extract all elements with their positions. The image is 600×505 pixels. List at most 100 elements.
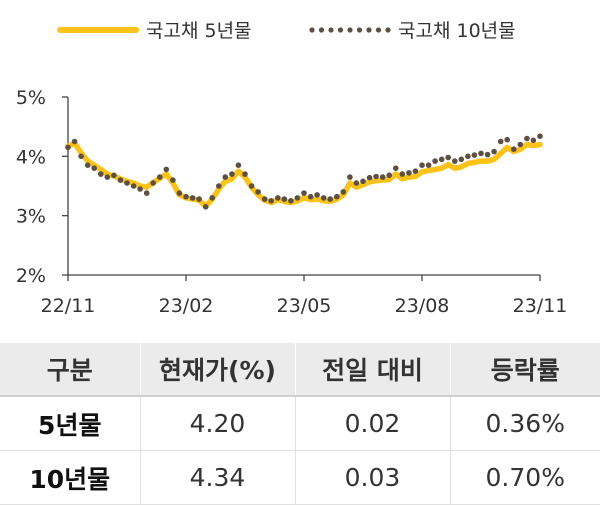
series-point-10y (235, 162, 242, 168)
series-point-10y (150, 180, 156, 186)
series-point-10y (117, 177, 124, 183)
row-label: 10년물 (0, 450, 140, 505)
series-point-10y (170, 177, 176, 183)
x-tick-label: 23/02 (159, 295, 214, 317)
series-line-5y (65, 140, 543, 209)
series-point-10y (307, 193, 314, 200)
series-point-10y (196, 196, 202, 202)
series-point-10y (84, 162, 91, 168)
series-point-10y (209, 195, 215, 201)
series-point-10y (65, 144, 71, 151)
series-point-10y (445, 154, 452, 161)
y-tick-label: 2% (16, 265, 46, 287)
series-point-10y (222, 174, 229, 180)
series-point-10y (137, 186, 143, 192)
legend-dot (375, 27, 382, 33)
series-point-10y (406, 170, 412, 176)
series-point-10y (91, 165, 97, 171)
series-point-10y (537, 133, 543, 139)
x-axis-ticks: 22/11 23/02 23/05 23/08 23/11 (41, 275, 568, 317)
series-point-10y (452, 158, 458, 164)
legend-label-10y: 국고채 10년물 (398, 20, 516, 42)
y-tick-label: 5% (16, 87, 46, 109)
series-point-10y (373, 173, 379, 180)
series-point-10y (183, 193, 189, 200)
y-tick-label: 3% (16, 206, 46, 228)
series-point-10y (347, 174, 353, 180)
change-cell: 0.02 (294, 396, 450, 451)
table-row: 5년물 4.20 0.02 0.36% (0, 396, 600, 451)
yield-summary-table: 구분 현재가(%) 전일 대비 등락률 5년물 4.20 0.02 0.36% … (0, 343, 600, 505)
series-point-10y (98, 171, 104, 177)
series-10y (65, 133, 543, 210)
legend-dot (347, 27, 353, 33)
series-point-10y (524, 135, 530, 142)
series-point-10y (281, 196, 288, 202)
series-point-10y (268, 198, 275, 204)
current-price-cell: 4.20 (139, 396, 295, 451)
series-point-10y (379, 174, 386, 180)
series-point-10y (504, 136, 511, 143)
header-current-price: 현재가(%) (139, 343, 295, 397)
legend-dot (318, 27, 325, 33)
series-point-10y (216, 183, 222, 189)
change-rate-cell: 0.36% (449, 396, 600, 451)
yield-chart: 국고채 5년물 국고채 10년물 2% 3% 4% 5% 22/11 23/02 23/0… (16, 20, 568, 317)
series-point-10y (130, 183, 137, 189)
legend-dot (328, 27, 334, 33)
current-price-cell: 4.34 (139, 450, 295, 505)
table-header-row: 구분 현재가(%) 전일 대비 등락률 (0, 343, 600, 397)
series-point-10y (334, 193, 340, 200)
series-point-10y (78, 153, 84, 160)
series-point-10y (412, 168, 419, 174)
series-point-10y (255, 189, 261, 195)
series-point-10y (163, 166, 170, 173)
series-point-10y (393, 165, 399, 171)
series-point-10y (189, 195, 196, 201)
x-tick-label: 23/05 (277, 295, 332, 317)
change-cell: 0.03 (294, 450, 450, 505)
series-5y (65, 140, 543, 209)
series-point-10y (465, 153, 471, 160)
series-point-10y (327, 196, 334, 202)
series-point-10y (478, 150, 484, 157)
series-point-10y (202, 204, 209, 210)
legend-swatch-10y (309, 27, 391, 33)
y-axis-ticks: 2% 3% 4% 5% (16, 87, 68, 287)
series-point-10y (314, 192, 320, 198)
x-tick-label: 22/11 (41, 295, 96, 317)
series-point-10y (229, 171, 235, 177)
x-tick-label: 23/08 (395, 295, 450, 317)
legend-dot (309, 27, 315, 33)
series-point-10y (491, 148, 497, 155)
chart-legend: 국고채 5년물 국고채 10년물 (57, 20, 516, 42)
series-point-10y (386, 172, 393, 179)
x-tick-label: 23/11 (513, 295, 568, 317)
legend-dot (385, 27, 391, 33)
series-point-10y (353, 180, 360, 186)
series-point-10y (484, 151, 491, 158)
legend-dot (337, 27, 344, 33)
series-point-10y (530, 137, 537, 144)
series-point-10y (157, 174, 163, 180)
series-point-10y (248, 183, 255, 189)
series-point-10y (71, 138, 78, 145)
series-point-10y (242, 171, 248, 177)
series-point-10y (511, 146, 517, 152)
series-point-10y (294, 195, 301, 201)
header-change: 전일 대비 (294, 343, 450, 397)
legend-dot (356, 27, 363, 33)
series-point-10y (261, 196, 268, 202)
series-point-10y (458, 156, 465, 163)
table-row: 10년물 4.34 0.03 0.70% (0, 450, 600, 505)
series-point-10y (471, 152, 478, 158)
chart-svg: 국고채 5년물 국고채 10년물 2% 3% 4% 5% 22/11 23/02 23/0… (16, 20, 568, 317)
series-point-10y (360, 178, 366, 185)
series-point-10y (301, 190, 307, 196)
series-point-10y (425, 162, 432, 168)
series-point-10y (275, 195, 281, 201)
legend-dot (366, 27, 372, 33)
legend-label-5y: 국고채 5년물 (146, 20, 252, 42)
series-point-10y (176, 190, 183, 196)
series-point-10y (497, 138, 504, 145)
